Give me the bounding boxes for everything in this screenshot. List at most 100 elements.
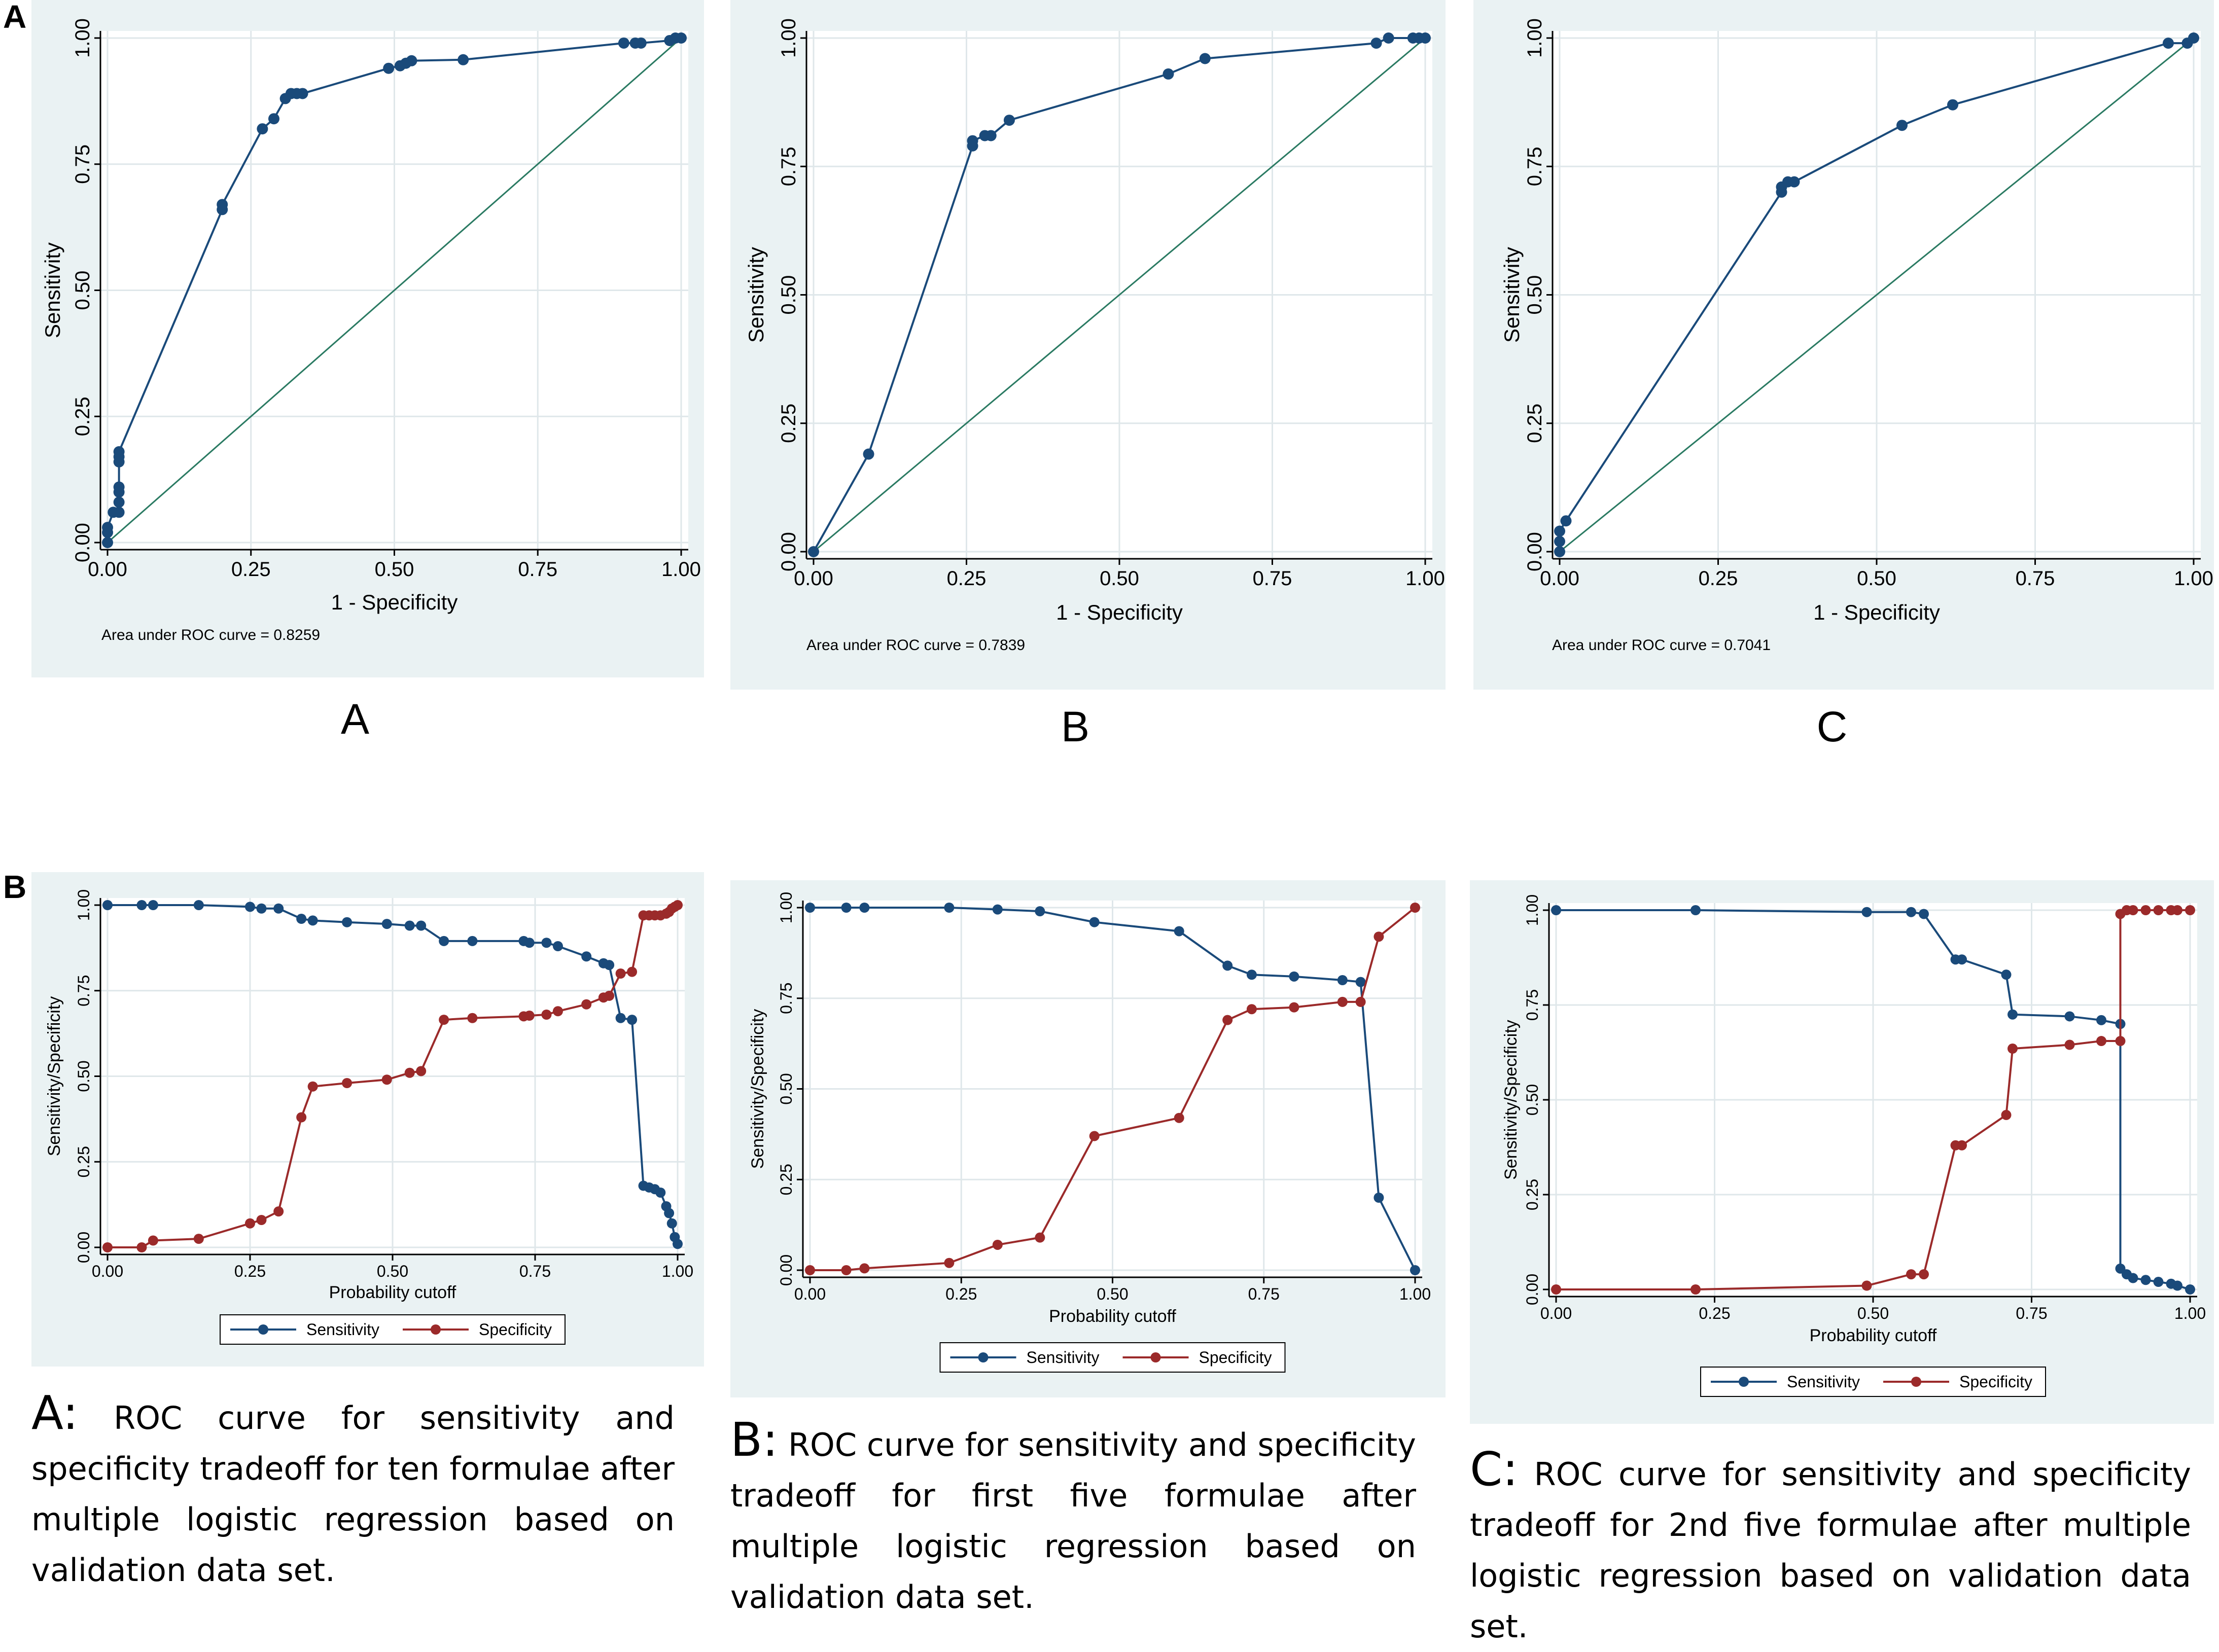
y-tick-label: 0.25 [777,1164,795,1195]
x-tick-label: 0.25 [234,1262,266,1280]
specificity-point [2128,905,2138,915]
y-tick-label: 0.25 [75,1146,93,1177]
caption-b: B: ROC curve for sensitivity and specifi… [730,1415,1416,1623]
specificity-point [2007,1044,2018,1054]
roc-point [113,481,125,493]
legend-swatch-marker [1911,1377,1921,1387]
x-tick-label: 0.50 [1857,567,1896,590]
specificity-point [2001,1109,2012,1120]
specificity-point [1089,1131,1100,1141]
x-tick-label: 0.25 [1699,567,1738,590]
specificity-point [2096,1036,2106,1047]
x-tick-label: 1.00 [1399,1285,1431,1303]
sensitivity-point [148,900,158,910]
legend-label: Specificity [479,1320,552,1339]
x-tick-label: 0.00 [794,1285,826,1303]
x-tick-label: 0.00 [88,558,127,581]
y-tick-label: 0.50 [777,1073,795,1104]
roc-point [1003,115,1015,126]
x-tick-label: 0.00 [1540,567,1579,590]
legend-label: Specificity [1199,1348,1272,1367]
roc-point [635,37,647,49]
roc-point [1554,525,1565,537]
roc-point [113,446,125,457]
roc-point [268,113,279,125]
specificity-point [992,1239,1003,1250]
auc-note: Area under ROC curve = 0.7839 [806,637,1025,654]
y-tick-label: 0.00 [1523,1274,1541,1305]
y-tick-label: 0.00 [778,532,800,571]
sensitivity-point [2096,1015,2106,1025]
x-tick-label: 0.75 [1248,1285,1280,1303]
specificity-point [1690,1284,1701,1295]
specificity-point [2064,1039,2075,1050]
sensitivity-point [541,938,552,948]
x-tick-label: 0.50 [1857,1304,1889,1322]
legend-swatch-marker [978,1352,989,1362]
x-tick-label: 0.75 [2016,1304,2047,1322]
sub-label-a: A [340,695,370,743]
sensitivity-point [2007,1009,2018,1020]
legend-swatch-marker [1150,1352,1161,1362]
sensitivity-point [604,960,615,971]
specificity-point [342,1078,353,1088]
roc-point [102,522,113,533]
sensitivity-point [1289,971,1299,982]
sensitivity-point [439,936,449,946]
y-tick-label: 0.25 [1523,1179,1541,1210]
sensitivity-point [1919,909,1929,919]
y-tick-label: 0.75 [1523,989,1541,1021]
specificity-point [552,1006,563,1017]
sensitivity-point [136,900,147,910]
x-tick-label: 1.00 [661,558,701,581]
y-tick-label: 1.00 [72,18,94,58]
y-tick-label: 0.50 [75,1060,93,1092]
sensitivity-point [1861,907,1872,917]
roc-point [1560,515,1572,527]
sensitivity-point [655,1188,666,1198]
y-tick-label: 0.50 [1523,1084,1541,1116]
specificity-point [1551,1284,1561,1295]
roc-point [1370,38,1382,49]
y-axis-title: Sensitivity/Specificity [748,1009,767,1169]
x-tick-label: 0.75 [518,558,557,581]
row-label-bottom: B [3,869,27,905]
caption-b-letter: B: [730,1413,779,1467]
y-tick-label: 0.50 [1524,275,1546,315]
x-tick-label: 0.50 [375,558,414,581]
sensitivity-point [1246,969,1257,980]
y-tick-label: 1.00 [777,892,795,923]
sensitivity-point [102,900,113,910]
chart-2: 0.00 0.25 0.50 0.75 1.00 0.00 0.25 0.50 0.75 1.00… [744,18,1445,654]
specificity-point [1373,931,1384,942]
sensitivity-point [273,903,284,914]
legend-label: Specificity [1959,1373,2032,1391]
specificity-point [615,968,626,979]
legend-swatch-marker [258,1324,268,1335]
specificity-point [2140,905,2151,915]
sensitivity-point [615,1013,626,1023]
roc-point [1420,32,1431,44]
x-tick-label: 0.00 [1540,1304,1572,1322]
y-tick-label: 0.25 [72,397,94,436]
roc-point [1199,53,1211,64]
roc-point [676,32,687,44]
sensitivity-point [342,917,353,927]
specificity-point [148,1235,158,1246]
x-tick-label: 0.25 [1699,1304,1730,1322]
x-axis-title: Probability cutoff [1049,1307,1176,1326]
x-tick-label: 1.00 [2174,1304,2206,1322]
x-tick-label: 0.50 [1097,1285,1128,1303]
y-axis-title: Sensitivity [744,247,768,343]
roc-point [113,507,125,518]
y-tick-label: 1.00 [778,18,800,58]
auc-note: Area under ROC curve = 0.7041 [1552,637,1771,654]
sensitivity-point [664,1208,675,1218]
x-tick-label: 0.50 [1100,567,1139,590]
roc-point [1947,99,1958,111]
chart-4: 0.00 0.25 0.50 0.75 1.00 0.00 0.25 0.50 0.75 1.00… [45,889,693,1345]
roc-point [1383,32,1394,44]
specificity-point [245,1218,255,1229]
y-axis-title: Sensitivity/Specificity [45,996,64,1157]
roc-point [217,199,228,210]
